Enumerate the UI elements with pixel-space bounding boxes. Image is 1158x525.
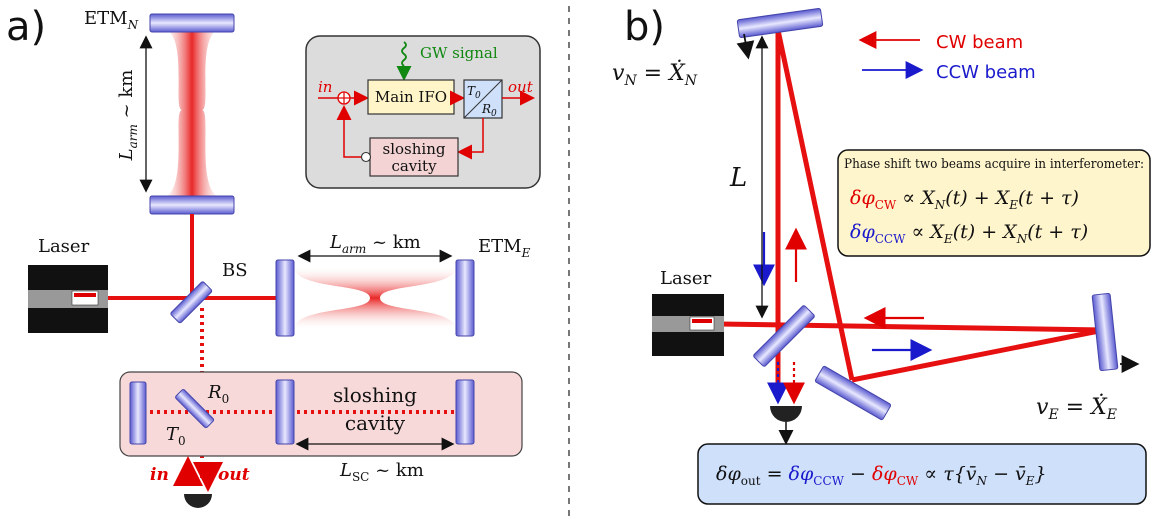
- inset-in-label: in: [318, 78, 332, 96]
- north-arm-cavity-beam: [160, 28, 224, 198]
- inset-r0-label: R0: [481, 102, 497, 119]
- phase-note-title: Phase shift two beams acquire in interfe…: [844, 157, 1144, 172]
- inset-sloshing-2: cavity: [391, 157, 437, 175]
- sloshing-mirror-left: [275, 379, 295, 445]
- detector-a: [184, 494, 212, 508]
- l-arm-horizontal-label: Larm ~ km: [329, 232, 421, 256]
- panel-b-label: b): [624, 4, 665, 50]
- inset-out-label: out: [508, 78, 534, 96]
- gw-signal-label: GW signal: [420, 44, 498, 62]
- laser-a-label: Laser: [38, 236, 90, 257]
- panel-b: b) CW beam CCW beam L: [612, 4, 1151, 505]
- r0-label: R0: [207, 382, 229, 406]
- laser-b: [652, 294, 724, 356]
- gw-wave-icon: [401, 41, 407, 67]
- beam-splitter-b: [753, 305, 815, 367]
- l-arm-vertical-label: Larm ~ km: [116, 70, 140, 162]
- inset-t0-label: T0: [467, 84, 481, 101]
- inset-sloshing-1: sloshing: [383, 140, 446, 158]
- l-label: L: [729, 163, 747, 193]
- sloshing-label-1: sloshing: [333, 383, 417, 407]
- sagnac-lower-beam: [851, 327, 1105, 383]
- main-ifo-label: Main IFO: [375, 88, 447, 106]
- etm-e-label: ETME: [478, 236, 531, 260]
- legend-ccw-label: CCW beam: [936, 62, 1036, 83]
- eq-cw: δφCW ∝ XN(t) + XE(t + τ): [850, 187, 1079, 212]
- sloshing-pickoff-mirror: [175, 389, 215, 429]
- north-mirror-b: [736, 8, 824, 38]
- sloshing-label-2: cavity: [345, 411, 406, 435]
- etm-e-mirror: [455, 259, 475, 337]
- corner-mirror-b: [814, 365, 892, 421]
- out-label: out: [218, 465, 250, 485]
- v-e-label: vE = ẊE: [1036, 393, 1117, 423]
- t0-label: T0: [166, 424, 186, 448]
- east-mirror-b: [1091, 292, 1119, 372]
- l-sc-label: LSC ~ km: [339, 460, 424, 484]
- main-ifo-box: [367, 79, 455, 115]
- panel-a-label: a): [6, 4, 46, 50]
- phase-note-box: [837, 149, 1151, 257]
- legend-cw-label: CW beam: [936, 32, 1023, 53]
- east-arm-cavity-beam: [294, 266, 456, 330]
- sloshing-end-mirror-left: [129, 381, 147, 445]
- etm-n-mirror: [149, 13, 235, 33]
- itm-e-mirror: [275, 259, 295, 337]
- beam-splitter-a: [170, 281, 213, 324]
- output-eq-box: [697, 443, 1147, 505]
- sagnac-diagonal-beam: [775, 29, 855, 381]
- in-label: in: [150, 465, 169, 485]
- v-n-label: vN = ẊN: [612, 59, 698, 89]
- laser-a: [28, 265, 108, 333]
- inset-inverter-icon: [360, 151, 372, 163]
- itm-n-mirror: [149, 195, 235, 215]
- etm-n-label: ETMN: [84, 8, 139, 32]
- v-n-arrow: [736, 33, 755, 60]
- laser-b-label: Laser: [660, 268, 712, 289]
- eq-ccw: δφCCW ∝ XE(t) + XN(t + τ): [850, 221, 1088, 246]
- bs-label: BS: [222, 260, 248, 281]
- detector-b: [770, 406, 802, 422]
- panel-a: a) ETMN Larm ~ km Laser BS: [6, 4, 541, 508]
- output-equation: δφout = δφCCW − δφCW ∝ τ{v̄N − v̄E}: [716, 463, 1047, 488]
- sloshing-mirror-right: [455, 379, 475, 445]
